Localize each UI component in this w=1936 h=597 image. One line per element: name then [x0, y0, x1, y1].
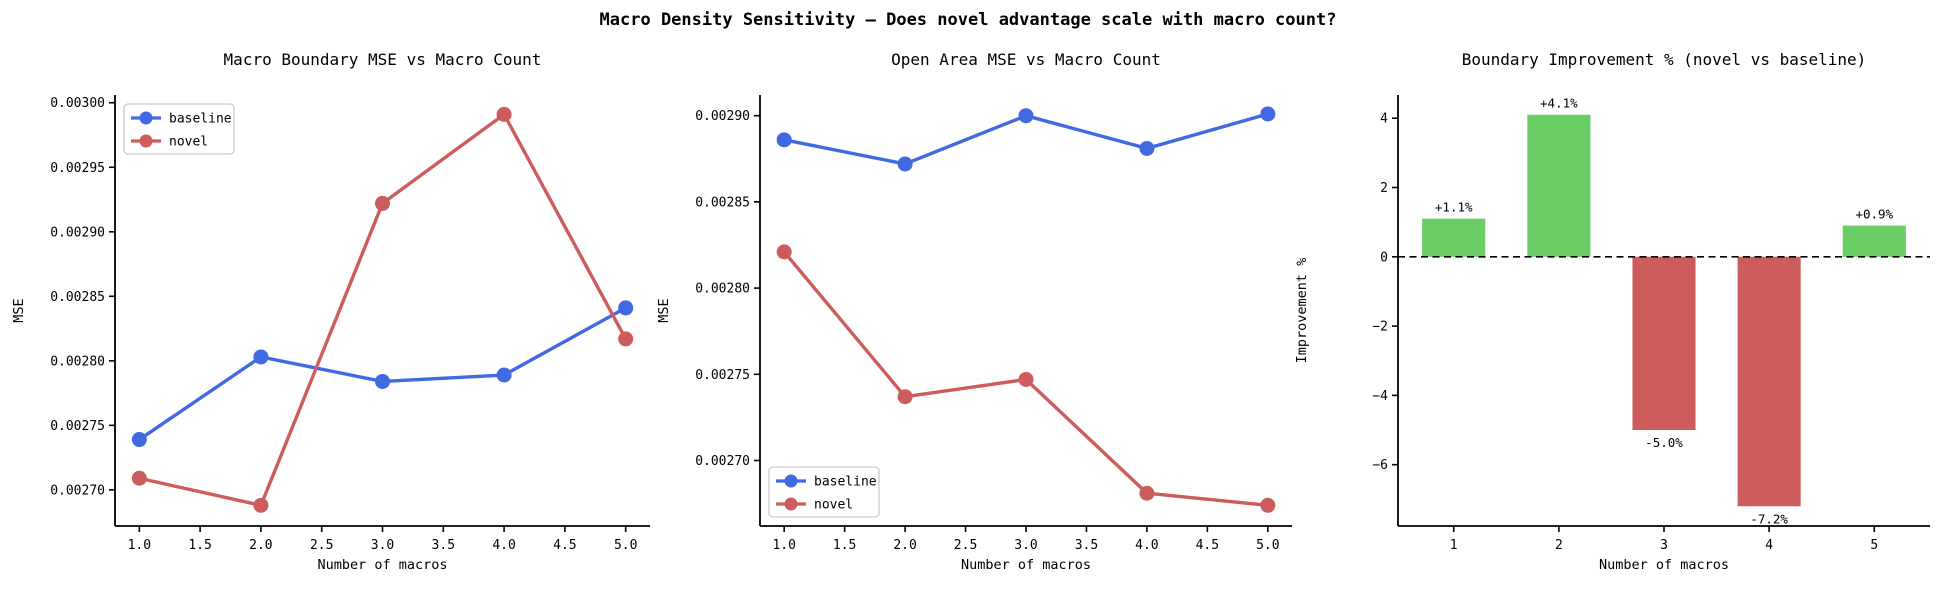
data-point-novel-5	[1260, 497, 1276, 513]
data-point-baseline-3	[1018, 108, 1034, 124]
x-tick-label: 4.0	[492, 538, 515, 553]
y-tick-label: 0.00270	[50, 483, 105, 498]
legend: baseline novel	[768, 466, 880, 518]
x-tick-label: 2.0	[249, 538, 272, 553]
legend-marker-novel	[784, 497, 798, 511]
bar-value-label: +0.9%	[1855, 207, 1893, 222]
x-tick-label: 2.0	[893, 538, 916, 553]
data-point-novel-4	[496, 106, 512, 122]
x-axis-label: Number of macros	[317, 557, 447, 573]
x-tick-label: 4.0	[1135, 538, 1158, 553]
data-point-novel-4	[1139, 485, 1155, 501]
y-tick-label: 0.00295	[50, 161, 105, 176]
x-tick-label: 1.5	[188, 538, 211, 553]
legend-label-baseline: baseline	[169, 112, 232, 127]
data-point-baseline-2	[897, 156, 913, 172]
charts-canvas: Macro Boundary MSE vs Macro Count Number …	[11, 50, 1930, 573]
x-tick-label: 3.5	[1075, 538, 1098, 553]
chart-3-bar: Boundary Improvement % (novel vs baselin…	[1294, 50, 1930, 573]
series-line-baseline	[137, 306, 628, 442]
data-point-baseline-5	[618, 300, 634, 316]
data-point-baseline-1	[776, 132, 792, 148]
y-axis-label: MSE	[656, 298, 672, 322]
y-tick-label: 0.00285	[50, 290, 105, 305]
y-tick-label: 0.00280	[50, 354, 105, 369]
x-tick-label: 3.0	[1014, 538, 1037, 553]
legend-label-novel: novel	[814, 498, 853, 513]
x-tick-label: 4.5	[1196, 538, 1219, 553]
x-tick-label: 4	[1765, 538, 1773, 553]
y-tick-label: 0.00290	[50, 225, 105, 240]
x-tick-label: 2	[1555, 538, 1563, 553]
chart-2-line: Open Area MSE vs Macro Count Number of ma…	[656, 50, 1292, 573]
x-tick-label: 3.0	[371, 538, 394, 553]
legend-label-novel: novel	[169, 135, 208, 150]
figure-title: Macro Density Sensitivity — Does novel a…	[599, 10, 1337, 30]
charts-row: Macro Boundary MSE vs Macro Count Number …	[0, 32, 1936, 597]
data-point-novel-5	[618, 331, 634, 347]
x-axis-label: Number of macros	[1599, 557, 1729, 573]
data-point-baseline-4	[1139, 140, 1155, 156]
x-tick-label: 1.0	[772, 538, 795, 553]
bar-2	[1527, 114, 1591, 257]
y-tick-label: 2	[1380, 181, 1388, 196]
legend-marker-novel	[139, 134, 153, 148]
data-point-novel-3	[375, 195, 390, 211]
data-point-novel-2	[253, 497, 269, 513]
x-tick-label: 1	[1450, 538, 1458, 553]
bar-5	[1842, 225, 1906, 257]
y-tick-label: 0.00275	[50, 419, 105, 434]
data-point-baseline-2	[253, 349, 269, 365]
data-point-baseline-3	[375, 373, 390, 389]
x-tick-label: 1.5	[833, 538, 856, 553]
y-tick-label: 0.00275	[695, 368, 750, 383]
y-tick-label: 0.00285	[695, 195, 750, 210]
y-tick-label: −4	[1372, 389, 1388, 404]
legend-marker-baseline	[784, 474, 798, 488]
data-point-novel-1	[131, 470, 147, 486]
data-point-baseline-4	[496, 367, 512, 383]
x-tick-label: 5	[1870, 538, 1878, 553]
bar-1	[1422, 218, 1486, 257]
x-tick-label: 3.5	[432, 538, 455, 553]
x-tick-label: 2.5	[310, 538, 333, 553]
bar-3	[1632, 256, 1696, 431]
data-point-novel-3	[1018, 371, 1034, 387]
y-tick-label: 0.00270	[695, 454, 750, 469]
subplot-title: Macro Boundary MSE vs Macro Count	[224, 50, 542, 69]
bar-value-label: -7.2%	[1750, 511, 1788, 526]
bar-value-label: +4.1%	[1540, 96, 1578, 111]
bar-value-label: +1.1%	[1435, 200, 1473, 215]
y-tick-label: −6	[1372, 458, 1388, 473]
x-tick-label: 2.5	[954, 538, 977, 553]
x-axis-label: Number of macros	[961, 557, 1091, 573]
data-point-baseline-5	[1260, 106, 1276, 122]
legend-label-baseline: baseline	[814, 475, 877, 490]
series-line-novel	[137, 112, 628, 508]
y-axis-label: MSE	[11, 298, 27, 322]
data-point-novel-1	[776, 244, 792, 260]
x-tick-label: 5.0	[1256, 538, 1279, 553]
y-tick-label: 0.00300	[50, 96, 105, 111]
x-tick-label: 1.0	[128, 538, 151, 553]
data-point-novel-2	[897, 389, 913, 405]
y-axis-label: Improvement %	[1294, 258, 1310, 364]
y-tick-label: −2	[1372, 320, 1388, 335]
x-tick-label: 5.0	[614, 538, 637, 553]
subplot-title: Boundary Improvement % (novel vs baselin…	[1462, 50, 1867, 69]
data-point-baseline-1	[131, 432, 147, 448]
subplot-title: Open Area MSE vs Macro Count	[891, 50, 1161, 69]
legend: baseline novel	[123, 103, 235, 155]
x-tick-label: 4.5	[553, 538, 576, 553]
bar-value-label: -5.0%	[1645, 435, 1683, 450]
y-tick-label: 4	[1380, 112, 1388, 127]
y-tick-label: 0.00280	[695, 282, 750, 297]
chart-1-line: Macro Boundary MSE vs Macro Count Number …	[11, 50, 650, 573]
bar-4	[1737, 256, 1801, 507]
legend-marker-baseline	[139, 111, 153, 125]
y-tick-label: 0.00290	[695, 109, 750, 124]
x-tick-label: 3	[1660, 538, 1668, 553]
y-tick-label: 0	[1380, 250, 1388, 265]
